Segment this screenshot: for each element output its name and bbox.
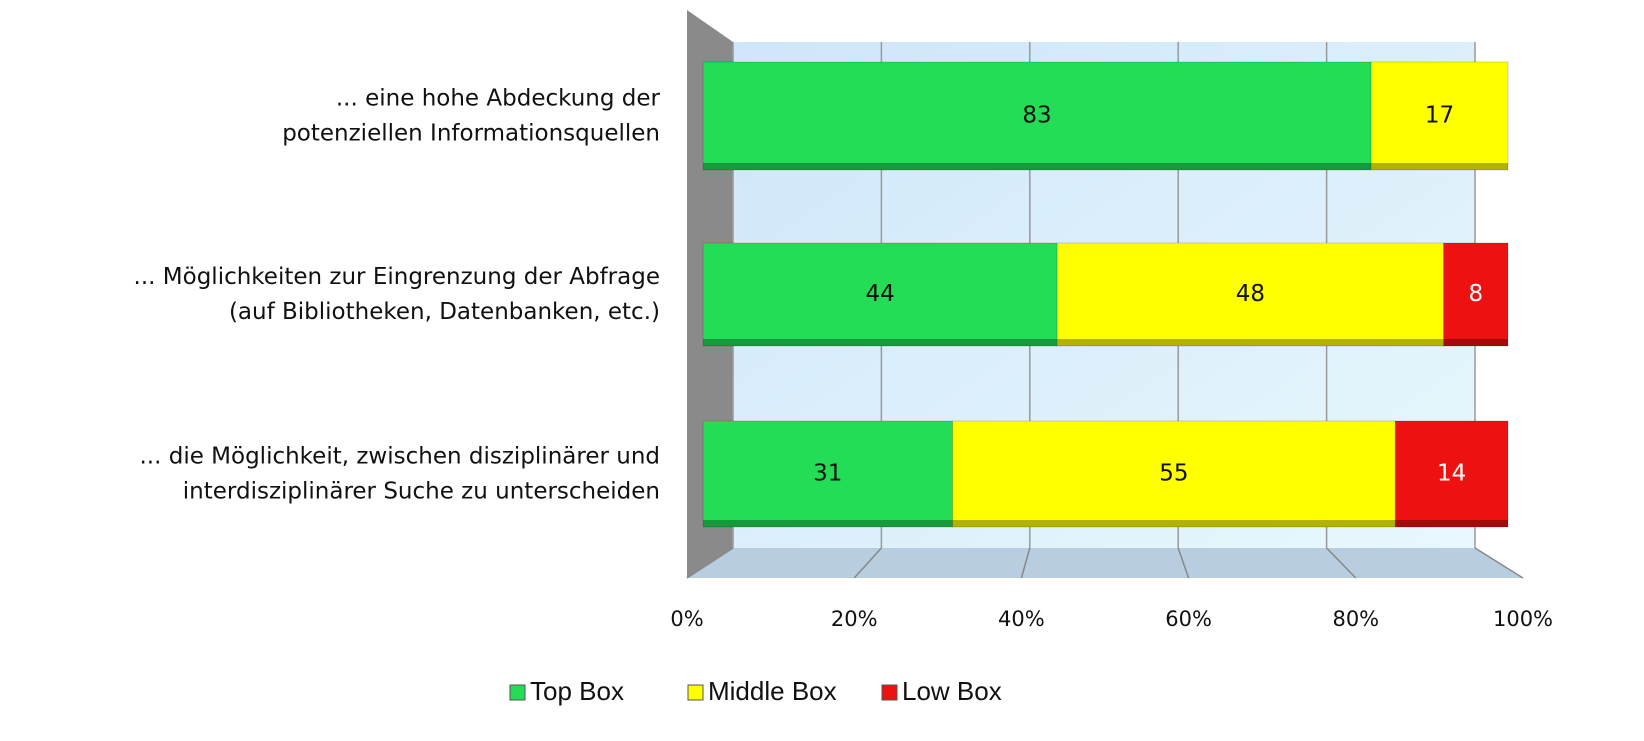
- floor-grid-line: [1177, 547, 1190, 579]
- value-label: 55: [1159, 461, 1188, 487]
- bar-shade: [1395, 520, 1508, 527]
- bar-shade: [1443, 339, 1508, 346]
- category-label: ... eine hohe Abdeckung der: [336, 86, 661, 112]
- category-label: ... Möglichkeiten zur Eingrenzung der Ab…: [134, 264, 660, 290]
- bar-segment: [702, 61, 1372, 171]
- value-label: 83: [1022, 103, 1051, 129]
- category-label: ... die Möglichkeit, zwischen disziplinä…: [139, 444, 660, 470]
- value-label: 14: [1437, 461, 1466, 487]
- value-label: 44: [865, 281, 894, 307]
- floor-grid-line: [1020, 547, 1031, 579]
- bar-segment: [702, 420, 954, 528]
- bar-shade: [952, 520, 1396, 527]
- bar-shade: [1057, 339, 1444, 346]
- category-label: interdisziplinärer Suche zu unterscheide…: [183, 479, 660, 505]
- legend-label: Top Box: [530, 676, 624, 706]
- legend-label: Middle Box: [708, 676, 837, 706]
- value-label: 31: [813, 461, 842, 487]
- bar-shade: [703, 163, 1372, 170]
- bar-shade: [1371, 163, 1508, 170]
- x-tick-label: 80%: [1332, 607, 1379, 631]
- category-label: (auf Bibliotheken, Datenbanken, etc.): [229, 299, 660, 325]
- bar-shade: [703, 339, 1058, 346]
- legend-label: Low Box: [902, 676, 1002, 706]
- value-label: 17: [1425, 103, 1454, 129]
- x-tick-label: 20%: [831, 607, 878, 631]
- x-tick-label: 40%: [998, 607, 1045, 631]
- x-tick-label: 60%: [1165, 607, 1212, 631]
- floor-grid-line: [853, 547, 882, 579]
- bar-segment: [1394, 420, 1509, 528]
- floor-grid-line: [686, 547, 734, 579]
- value-label: 48: [1236, 281, 1265, 307]
- bar-segment: [1056, 242, 1445, 347]
- bar-segment: [1370, 61, 1509, 171]
- x-tick-label: 100%: [1493, 607, 1553, 631]
- floor-grid-line: [1474, 547, 1524, 579]
- bar-segment: [702, 242, 1058, 347]
- floor-grid-line: [1326, 547, 1357, 579]
- value-label: 8: [1468, 281, 1483, 307]
- legend-swatch: [509, 684, 526, 701]
- bar-segment: [1443, 242, 1509, 347]
- floor: [687, 548, 1523, 578]
- legend-swatch: [687, 684, 704, 701]
- bar-shade: [703, 520, 953, 527]
- x-tick-label: 0%: [670, 607, 703, 631]
- category-label: potenziellen Informationsquellen: [282, 121, 660, 147]
- legend-swatch: [881, 684, 898, 701]
